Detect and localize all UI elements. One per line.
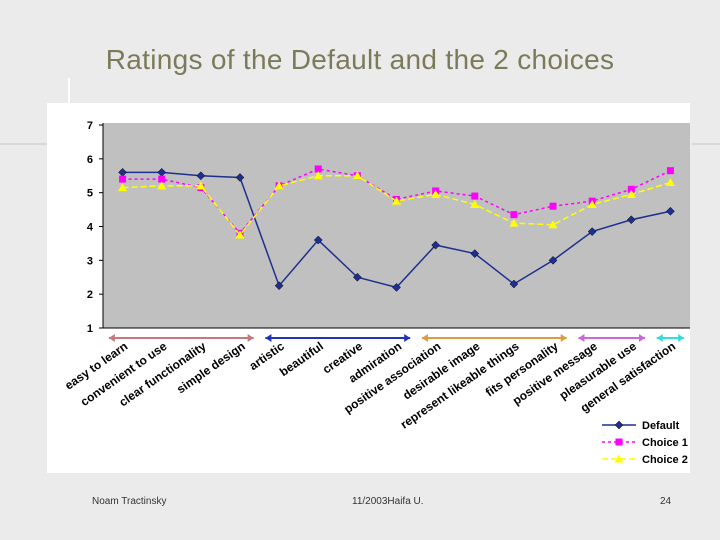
data-point-choice-2 — [548, 220, 558, 229]
data-point-choice-1 — [510, 211, 518, 219]
decorative-line — [0, 143, 48, 145]
y-tick-label: 6 — [87, 154, 93, 166]
y-tick-label: 3 — [87, 255, 93, 267]
data-point-choice-2 — [157, 181, 167, 190]
data-point-default — [626, 215, 636, 225]
legend-marker-default — [614, 420, 624, 430]
group-arrow-head-left — [265, 334, 272, 342]
data-point-default — [470, 249, 480, 258]
data-point-choice-1 — [471, 192, 479, 200]
data-point-default — [548, 255, 558, 265]
data-point-default — [587, 227, 597, 236]
series-line-choice-1 — [122, 168, 671, 235]
data-point-choice-2 — [587, 200, 597, 209]
group-arrow-head-left — [578, 334, 585, 342]
slide-title: Ratings of the Default and the 2 choices — [105, 44, 615, 75]
data-point-choice-2 — [509, 218, 519, 227]
data-point-choice-1 — [549, 202, 557, 210]
y-tick-label: 5 — [87, 188, 93, 200]
data-point-choice-2 — [118, 183, 128, 192]
data-point-default — [274, 281, 284, 291]
data-point-choice-2 — [313, 171, 323, 180]
data-point-default — [666, 206, 675, 216]
group-arrow-head-left — [656, 334, 663, 342]
data-point-choice-1 — [314, 165, 322, 173]
group-arrow-head-right — [404, 334, 411, 342]
y-tick-label: 2 — [87, 289, 93, 301]
decorative-line — [692, 143, 720, 145]
x-tick-label: simple design — [174, 339, 248, 396]
group-arrow-head-right — [678, 334, 685, 342]
data-point-default — [431, 240, 440, 250]
footer-date-venue: 11/2003Haifa U. — [352, 496, 424, 507]
data-point-choice-2 — [392, 196, 401, 205]
data-point-choice-2 — [626, 189, 636, 198]
data-point-default — [196, 171, 206, 181]
plot-background — [103, 123, 690, 328]
data-point-choice-2 — [431, 189, 441, 198]
data-point-default — [313, 235, 323, 245]
group-arrow-head-right — [560, 334, 567, 342]
legend-marker-choice-2 — [614, 454, 624, 463]
group-arrow-head-left — [108, 334, 115, 342]
data-point-choice-2 — [352, 171, 362, 180]
y-tick-label: 7 — [87, 120, 93, 132]
group-arrow-head-left — [421, 334, 428, 342]
legend-label: Choice 2 — [642, 454, 688, 466]
series-line-choice-2 — [122, 175, 671, 237]
x-tick-label: beautiful — [277, 339, 326, 379]
data-point-default — [392, 283, 401, 292]
data-point-choice-2 — [470, 200, 480, 209]
data-point-choice-2 — [665, 178, 675, 187]
legend-label: Default — [642, 420, 680, 432]
data-point-choice-1 — [666, 167, 674, 175]
data-point-choice-2 — [196, 181, 206, 190]
data-point-default — [235, 173, 245, 182]
group-arrow-head-right — [247, 334, 254, 342]
y-tick-label: 4 — [87, 222, 94, 234]
footer-author: Noam Tractinsky — [92, 496, 167, 507]
page-number: 24 — [660, 496, 672, 507]
legend-marker-choice-1 — [615, 438, 623, 446]
data-point-choice-2 — [274, 181, 284, 190]
data-point-choice-2 — [235, 230, 245, 239]
data-point-default — [353, 272, 362, 282]
data-point-default — [509, 279, 519, 289]
data-point-choice-1 — [627, 185, 635, 193]
chart-area: 1 2 3 4 5 6 7 easy to learn convenient to use cle… — [47, 103, 690, 473]
data-point-choice-1 — [119, 175, 127, 183]
group-arrow-head-right — [638, 334, 645, 342]
data-point-choice-1 — [158, 175, 166, 183]
legend-label: Choice 1 — [642, 437, 688, 449]
y-tick-label: 1 — [87, 323, 93, 335]
